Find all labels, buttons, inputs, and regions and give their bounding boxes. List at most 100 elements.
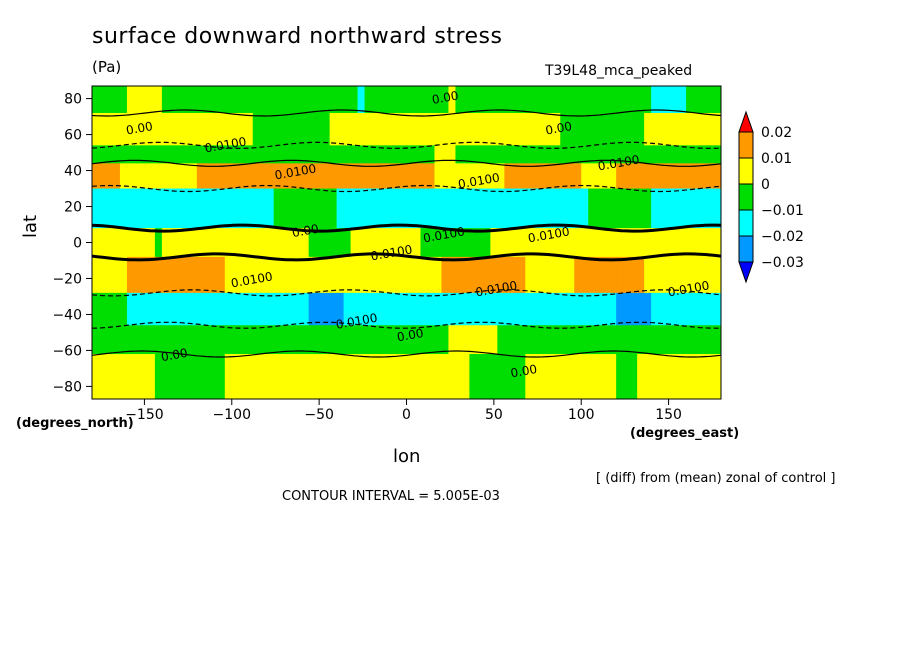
heatmap-cell: [609, 188, 617, 229]
heatmap-cell: [630, 163, 638, 190]
heatmap-cell: [623, 86, 631, 114]
heatmap-cell: [602, 163, 610, 190]
heatmap-cell: [616, 145, 624, 164]
heatmap-cell: [294, 86, 303, 114]
heatmap-cell: [665, 292, 673, 326]
heatmap-cell: [371, 145, 380, 164]
heatmap-cell: [609, 145, 617, 164]
heatmap-cell: [119, 112, 128, 146]
heatmap-cell: [518, 112, 526, 146]
heatmap-cell: [343, 163, 352, 190]
heatmap-cell: [658, 228, 666, 258]
heatmap-cell: [329, 228, 338, 258]
heatmap-cell: [189, 86, 198, 114]
heatmap-cell: [308, 325, 317, 355]
x-tick-label: −100: [213, 407, 251, 423]
heatmap-cell: [595, 112, 603, 146]
heatmap-cell: [462, 163, 470, 190]
heatmap-cell: [343, 354, 352, 399]
heatmap-cell: [448, 256, 457, 294]
heatmap-cell: [287, 145, 296, 164]
heatmap-cell: [385, 256, 394, 294]
heatmap-cell: [245, 292, 254, 326]
heatmap-cell: [532, 145, 540, 164]
heatmap-cell: [343, 145, 352, 164]
contour-line: [92, 159, 721, 167]
heatmap-cell: [217, 112, 226, 146]
heatmap-cell: [385, 228, 394, 258]
heatmap-cell: [448, 325, 457, 355]
heatmap-cell: [490, 112, 498, 146]
heatmap-cell: [203, 145, 212, 164]
heatmap-cell: [602, 228, 610, 258]
heatmap-cell: [504, 188, 512, 229]
heatmap-cell: [231, 256, 240, 294]
heatmap-cell: [511, 86, 519, 114]
heatmap-cell: [595, 228, 603, 258]
heatmap-cell: [161, 112, 170, 146]
heatmap-cell: [707, 86, 715, 114]
heatmap-cell: [504, 228, 512, 258]
heatmap-cell: [525, 354, 533, 399]
heatmap-cell: [140, 145, 149, 164]
heatmap-cell: [672, 188, 680, 229]
heatmap-cell: [252, 112, 261, 146]
heatmap-cell: [203, 188, 212, 229]
heatmap-cell: [315, 325, 324, 355]
heatmap-cell: [434, 292, 443, 326]
heatmap-cell: [385, 354, 394, 399]
heatmap-cell: [350, 292, 359, 326]
heatmap-cell: [273, 163, 282, 190]
heatmap-cell: [483, 145, 491, 164]
heatmap-cell: [616, 228, 624, 258]
heatmap-cell: [707, 292, 715, 326]
heatmap-cell: [420, 292, 429, 326]
heatmap-cell: [455, 112, 464, 146]
x-tick-label: 100: [568, 407, 595, 423]
heatmap-cell: [497, 325, 505, 355]
heatmap-cell: [623, 325, 631, 355]
heatmap-cell: [238, 292, 247, 326]
heatmap-cell: [665, 86, 673, 114]
heatmap-cell: [189, 112, 198, 146]
heatmap-cell: [672, 86, 680, 114]
heatmap-cell: [525, 292, 533, 326]
heatmap-cell: [161, 256, 170, 294]
heatmap-cell: [707, 112, 715, 146]
heatmap-cell: [567, 292, 575, 326]
heatmap-cell: [630, 112, 638, 146]
heatmap-cell: [203, 163, 212, 190]
heatmap-cell: [392, 145, 401, 164]
heatmap-cell: [168, 86, 177, 114]
heatmap-cell: [588, 112, 596, 146]
heatmap-cell: [147, 188, 156, 229]
heatmap-cell: [98, 86, 107, 114]
heatmap-cell: [532, 228, 540, 258]
x-tick-label: 150: [655, 407, 682, 423]
heatmap-cell: [707, 325, 715, 355]
heatmap-cell: [105, 228, 114, 258]
heatmap-cell: [483, 292, 491, 326]
heatmap-cell: [119, 228, 128, 258]
heatmap-cell: [238, 325, 247, 355]
heatmap-cell: [637, 325, 645, 355]
heatmap-cell: [462, 228, 470, 258]
heatmap-cell: [231, 354, 240, 399]
heatmap-cell: [427, 145, 436, 164]
heatmap-cell: [546, 112, 554, 146]
heatmap-cell: [658, 292, 666, 326]
heatmap-cell: [651, 163, 659, 190]
heatmap-cell: [518, 325, 526, 355]
heatmap-cell: [644, 292, 652, 326]
heatmap-cell: [210, 163, 219, 190]
heatmap-cell: [693, 354, 701, 399]
heatmap-cell: [637, 228, 645, 258]
heatmap-cell: [245, 228, 254, 258]
heatmap-cell: [126, 292, 135, 326]
heatmap-cell: [308, 292, 317, 326]
heatmap-cell: [196, 228, 205, 258]
heatmap-cell: [644, 163, 652, 190]
heatmap-cell: [462, 145, 470, 164]
heatmap-cell: [469, 228, 477, 258]
heatmap-cell: [126, 325, 135, 355]
